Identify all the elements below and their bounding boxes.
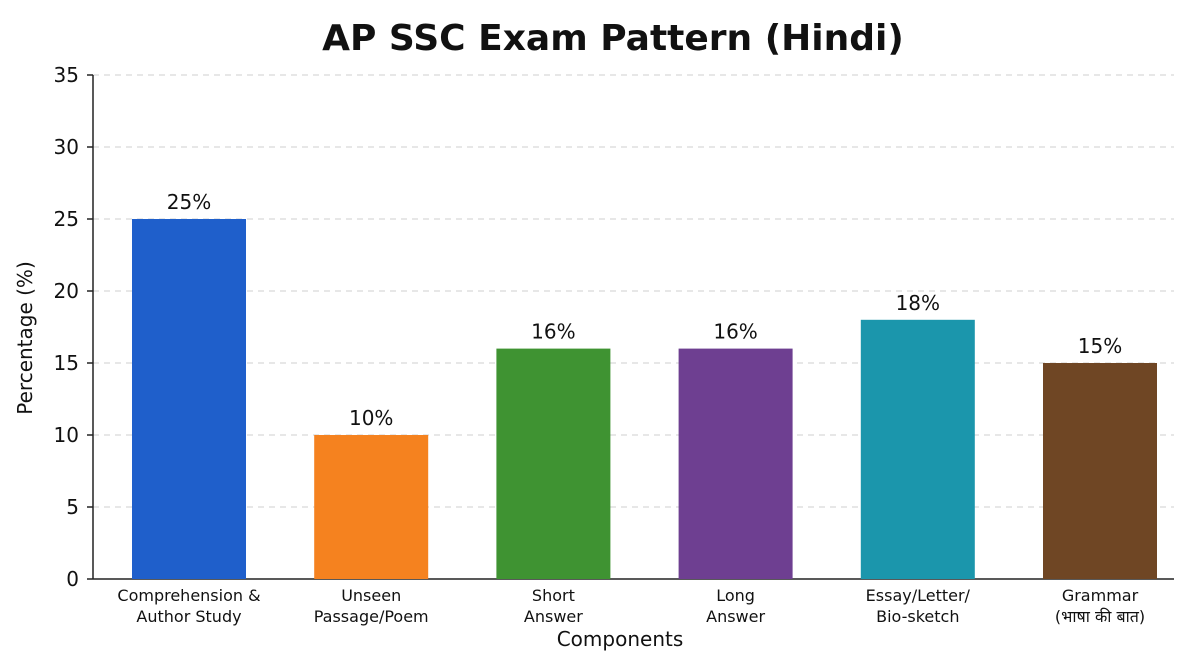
x-tick-label: Essay/Letter/ <box>866 586 971 605</box>
bars <box>132 219 1157 579</box>
x-tick-label: Comprehension & <box>117 586 260 605</box>
data-label: 25% <box>167 190 211 214</box>
x-tick-label: (भाषा की बात) <box>1055 607 1145 626</box>
bar <box>860 319 975 579</box>
x-axis-categories: Comprehension & Author Study Unseen Passage… <box>117 586 1145 626</box>
bar <box>678 348 793 579</box>
y-tick-label: 15 <box>54 351 79 375</box>
x-axis-label: Components <box>557 627 684 651</box>
y-tick-label: 0 <box>66 567 79 591</box>
x-tick-label: Answer <box>706 607 765 626</box>
chart-title: AP SSC Exam Pattern (Hindi) <box>322 18 904 59</box>
x-tick-label: Bio-sketch <box>876 607 959 626</box>
bar <box>132 219 246 579</box>
x-tick-label: Unseen <box>341 586 401 605</box>
y-tick-label: 25 <box>54 207 79 231</box>
y-tick-label: 20 <box>54 279 79 303</box>
y-axis-label: Percentage (%) <box>13 261 37 414</box>
gridlines <box>93 74 1174 508</box>
x-tick-label: Long <box>716 586 755 605</box>
bar <box>1043 363 1157 579</box>
x-tick-label: Answer <box>524 607 583 626</box>
y-tick-label: 30 <box>54 135 79 159</box>
y-tick-label: 10 <box>54 423 79 447</box>
bar <box>314 435 429 579</box>
x-tick-label: Author Study <box>136 607 241 626</box>
y-axis-ticks: 0 5 10 15 20 25 30 35 <box>54 63 93 591</box>
y-tick-label: 35 <box>54 63 79 87</box>
data-labels: 25% 10% 16% 16% 18% 15% <box>167 190 1122 430</box>
x-tick-label: Short <box>532 586 575 605</box>
data-label: 16% <box>531 320 575 344</box>
x-tick-label: Grammar <box>1062 586 1139 605</box>
data-label: 10% <box>349 406 393 430</box>
bar <box>496 348 611 579</box>
x-tick-label: Passage/Poem <box>314 607 429 626</box>
data-label: 15% <box>1078 334 1122 358</box>
data-label: 16% <box>713 320 757 344</box>
data-label: 18% <box>896 291 940 315</box>
y-tick-label: 5 <box>66 495 79 519</box>
